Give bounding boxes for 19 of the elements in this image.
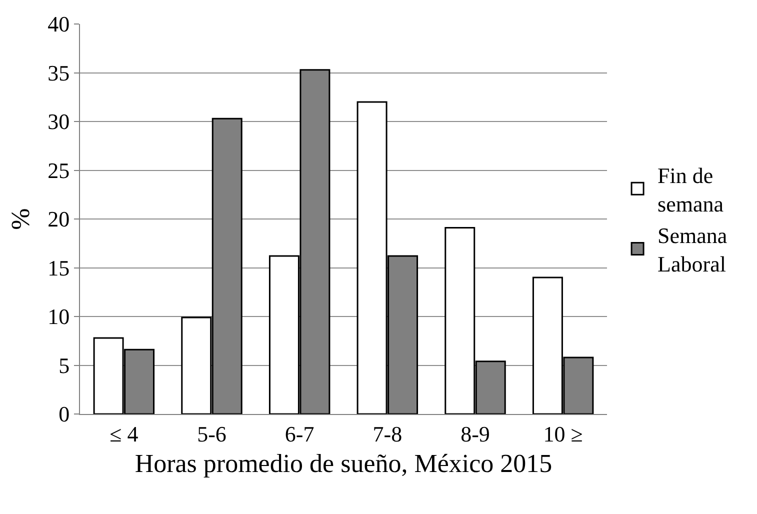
x-tick-label: 5-6 [197,421,226,446]
y-axis-title: % [6,208,35,230]
y-tick-label: 5 [58,352,70,378]
y-tick-label: 40 [48,12,70,37]
y-tick-label: 25 [48,158,70,183]
y-tick-label: 10 [48,304,70,330]
x-tick-label: 6-7 [284,421,314,446]
y-tick-label: 20 [48,206,70,232]
y-tick-label: 35 [48,60,70,86]
y-tick-label: 0 [58,402,70,427]
x-tick-label: 8-9 [460,421,490,446]
x-tick-label: ≤ 4 [110,421,138,446]
x-axis-title: Horas promedio de sueño, México 2015 [134,449,552,478]
x-tick-label: 7-8 [372,421,402,446]
legend-label: Fin de semana [658,162,724,216]
legend-label: Semana Laboral [658,223,728,277]
y-tick-label: 15 [48,255,70,280]
y-tick-label: 30 [48,109,70,134]
x-tick-label: 10 ≥ [543,421,583,446]
